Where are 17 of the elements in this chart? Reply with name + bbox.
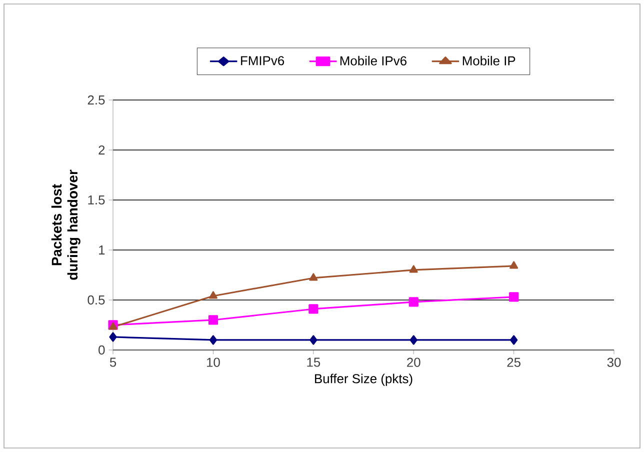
y-tick-label: 2: [98, 145, 105, 155]
x-tick-label: 30: [607, 358, 621, 367]
legend-label: Mobile IP: [462, 56, 516, 66]
y-tick-label: 2.5: [88, 95, 105, 105]
legend-label: Mobile IPv6: [340, 56, 406, 66]
legend-label: FMIPv6: [241, 56, 284, 66]
x-tick-label: 5: [110, 358, 116, 367]
x-tick-label: 20: [407, 358, 420, 367]
y-tick-label: 0: [98, 345, 105, 355]
x-tick-label: 25: [507, 358, 520, 367]
y-axis-title: Packets lost during handover: [51, 170, 80, 280]
x-axis-title: Buffer Size (pkts): [315, 374, 412, 386]
x-tick-label: 15: [307, 358, 320, 367]
y-tick-label: 0.5: [88, 295, 105, 305]
y-tick-label: 1.5: [88, 195, 105, 205]
x-tick-label: 10: [206, 358, 220, 367]
y-tick-label: 1: [99, 246, 105, 254]
